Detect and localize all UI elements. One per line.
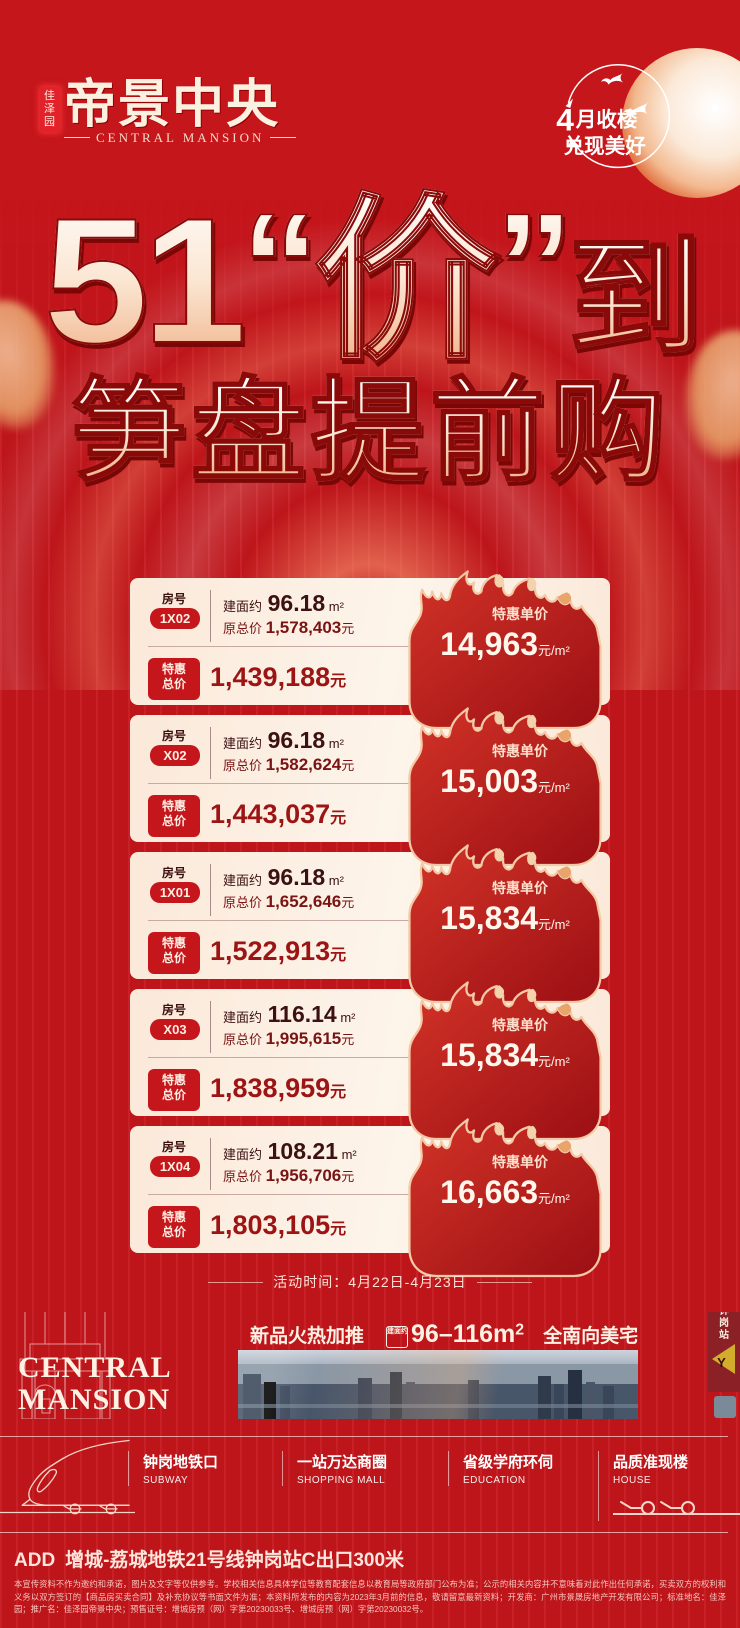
svg-text:兑现美好: 兑现美好: [564, 134, 647, 158]
svg-text:4: 4: [556, 101, 574, 137]
svg-text:月收楼: 月收楼: [575, 108, 638, 132]
